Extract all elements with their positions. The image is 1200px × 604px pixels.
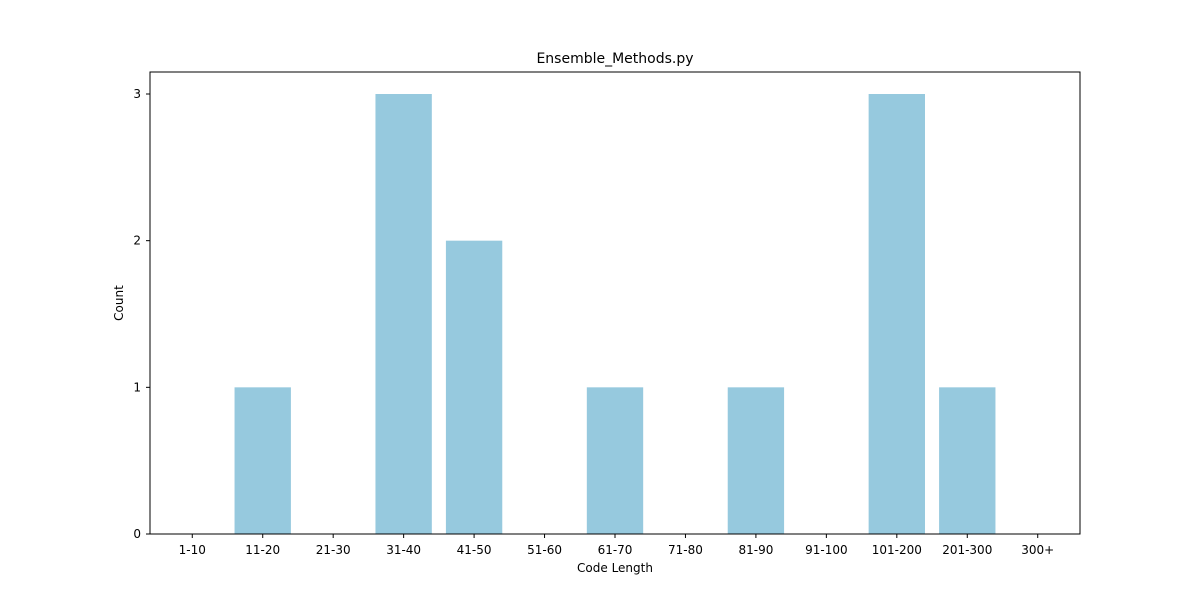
bar-61-70 — [586, 387, 644, 534]
x-tick-label: 71-80 — [668, 543, 703, 557]
chart-title: Ensemble_Methods.py — [536, 51, 693, 67]
bar-201-300 — [939, 387, 996, 534]
x-tick-label: 300+ — [1021, 543, 1054, 557]
y-axis-label: Count — [112, 285, 126, 321]
y-tick-label: 0 — [133, 527, 141, 541]
x-tick-label: 21-30 — [316, 543, 351, 557]
x-tick-label: 1-10 — [179, 543, 206, 557]
x-tick-label: 101-200 — [872, 543, 922, 557]
bar-11-20 — [234, 387, 291, 534]
x-axis-label: Code Length — [577, 561, 653, 575]
x-tick-label: 201-300 — [942, 543, 992, 557]
bars-group — [234, 94, 996, 534]
y-tick-label: 2 — [133, 234, 141, 248]
x-axis: 1-10 11-20 21-30 31-40 41-50 51-60 61-70 71-80 8… — [179, 534, 1054, 557]
y-axis: 0 1 2 3 — [133, 87, 150, 541]
bar-101-200 — [868, 94, 925, 534]
x-tick-label: 81-90 — [738, 543, 773, 557]
x-tick-label: 11-20 — [245, 543, 280, 557]
y-tick-label: 3 — [133, 87, 141, 101]
x-tick-label: 41-50 — [457, 543, 492, 557]
x-tick-label: 31-40 — [386, 543, 421, 557]
bar-41-50 — [445, 240, 503, 534]
x-tick-label: 91-100 — [805, 543, 848, 557]
x-tick-label: 61-70 — [598, 543, 633, 557]
bar-31-40 — [375, 94, 432, 534]
x-tick-label: 51-60 — [527, 543, 562, 557]
y-tick-label: 1 — [133, 380, 141, 394]
plot-area-frame — [149, 71, 1081, 535]
bar-81-90 — [727, 387, 785, 534]
